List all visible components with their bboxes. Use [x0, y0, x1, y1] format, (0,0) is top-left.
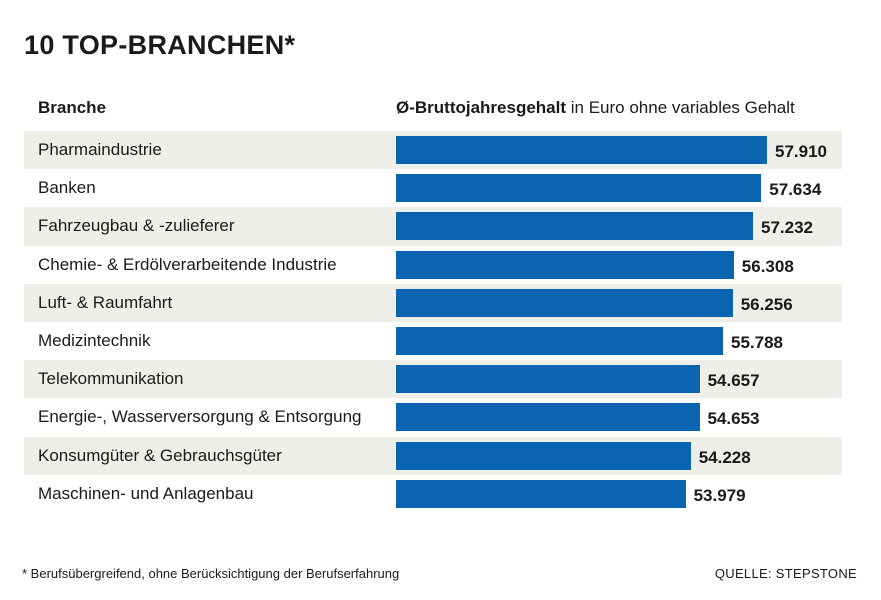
bar-row: Maschinen- und Anlagenbau 53.979 [24, 475, 842, 513]
category-label: Telekommunikation [38, 369, 184, 389]
category-label: Konsumgüter & Gebrauchsgüter [38, 445, 282, 465]
bar-row: Konsumgüter & Gebrauchsgüter 54.228 [24, 436, 842, 475]
bar-row: Banken 57.634 [24, 169, 842, 207]
bar [396, 250, 734, 279]
bar-row: Energie-, Wasserversorgung & Entsorgung 5… [24, 398, 842, 436]
bar [396, 174, 762, 203]
value-label: 57.232 [761, 218, 813, 238]
value-label: 56.308 [741, 256, 794, 276]
bar [396, 441, 691, 470]
column-header-branche: Branche [38, 98, 107, 117]
footnote: * Berufsübergreifend, ohne Berücksichtig… [22, 566, 400, 581]
bar-row: Medizintechnik 55.788 [24, 322, 842, 360]
bar [396, 479, 686, 508]
bar-row: Fahrzeugbau & -zulieferer 57.232 [24, 207, 842, 246]
bar-row: Telekommunikation 54.657 [24, 360, 842, 399]
value-label: 57.910 [775, 142, 827, 161]
value-label: 54.653 [707, 409, 760, 429]
bar [396, 365, 700, 394]
bar [396, 326, 723, 355]
value-label: 54.657 [707, 371, 760, 391]
value-label: 56.256 [740, 294, 793, 314]
bar [396, 288, 733, 317]
category-label: Medizintechnik [38, 330, 151, 350]
category-label: Banken [38, 178, 96, 198]
category-label: Luft- & Raumfahrt [38, 292, 173, 312]
category-label: Pharmaindustrie [38, 140, 162, 159]
bar [396, 403, 700, 432]
bar-row: Chemie- & Erdölverarbeitende Industrie 56… [24, 246, 842, 284]
bar-row: Pharmaindustrie 57.910 [24, 131, 842, 170]
category-label: Energie-, Wasserversorgung & Entsorgung [38, 407, 362, 427]
value-label: 57.634 [769, 180, 822, 200]
value-label: 54.228 [698, 447, 751, 467]
bar [396, 136, 767, 164]
value-label: 55.788 [731, 332, 783, 352]
salary-header-rest: in Euro ohne variables Gehalt [570, 98, 795, 117]
category-label: Maschinen- und Anlagenbau [38, 483, 254, 503]
bar-chart: Pharmaindustrie 57.910 Banken 57.634 Fahrzeu… [24, 131, 842, 513]
category-label: Chemie- & Erdölverarbeitende Industrie [38, 254, 337, 274]
chart-title: 10 TOP-BRANCHEN* [24, 30, 296, 60]
category-label: Fahrzeugbau & -zulieferer [38, 216, 235, 236]
bar [396, 212, 753, 241]
bar-row: Luft- & Raumfahrt 56.256 [24, 283, 842, 322]
column-header-salary: Ø-Bruttojahresgehalt in Euro ohne variab… [396, 98, 795, 118]
source-credit: QUELLE: STEPSTONE [714, 566, 857, 581]
value-label: 53.979 [693, 485, 746, 505]
salary-header-bold: Ø-Bruttojahresgehalt [396, 98, 567, 117]
